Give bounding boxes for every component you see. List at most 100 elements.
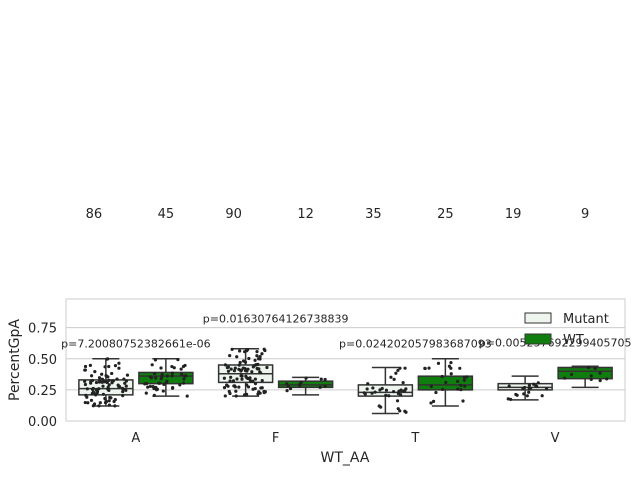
strip-point [462,378,466,382]
strip-point [536,381,540,385]
strip-point [117,361,121,365]
strip-point [304,376,308,380]
p-value-label: p=0.005257692299405705 [479,336,632,349]
strip-point [108,395,112,400]
strip-point [285,389,289,393]
strip-point [522,392,526,396]
strip-point [463,384,467,388]
strip-point [226,369,231,373]
strip-point [389,375,393,379]
strip-point [402,389,406,393]
strip-point [179,367,183,371]
strip-point [97,387,101,391]
strip-point [89,374,94,378]
strip-point [259,371,263,375]
strip-point [162,382,166,386]
sample-count: 90 [225,207,242,222]
strip-point [160,372,164,377]
strip-point [180,372,184,376]
strip-point [223,394,227,398]
strip-point [404,387,408,391]
strip-point [181,364,186,369]
strip-point [107,383,111,387]
strip-point [229,367,233,371]
x-tick-label: A [131,431,140,446]
strip-point [146,385,150,389]
strip-point [121,394,125,398]
sample-count: 19 [505,207,522,222]
strip-point [178,383,182,387]
strip-point [83,364,88,369]
strip-point [158,381,162,385]
strip-point [121,390,125,394]
strip-point [93,370,97,374]
strip-point [544,387,549,391]
strip-point [319,377,323,381]
strip-point [253,363,257,367]
strip-point [106,387,110,391]
strip-point [461,399,465,403]
strip-point [370,391,374,395]
strip-point [106,357,110,361]
strip-point [258,357,262,361]
strip-point [396,368,400,373]
strip-point [120,386,124,390]
legend-swatch-mutant [524,312,552,324]
sample-count: 86 [86,207,103,222]
legend-label-wt: WT [563,333,584,348]
strip-point [245,369,249,373]
strip-point [145,381,149,386]
strip-point [525,394,529,398]
strip-point [84,393,88,397]
strip-point [250,370,254,374]
strip-point [90,378,95,383]
strip-point [88,363,92,368]
strip-point [97,379,102,383]
strip-point [103,397,107,401]
strip-point [260,378,264,383]
strip-point [449,372,453,376]
strip-point [253,386,257,391]
strip-point [144,391,148,395]
strip-point [170,371,175,375]
strip-point [176,357,180,362]
strip-point [226,365,231,369]
strip-point [148,375,153,379]
strip-point [258,391,262,395]
strip-point [94,393,98,397]
strip-point [563,376,567,380]
strip-point [102,380,106,384]
strip-point [240,377,244,381]
y-axis-label: PercentGpA [7,319,23,401]
strip-point [263,348,267,353]
strip-point [257,367,261,371]
strip-point [101,392,106,396]
y-tick-label: 0.25 [28,384,57,399]
strip-point [429,384,433,388]
strip-point [115,377,119,381]
strip-point [159,366,163,370]
strip-point [262,390,266,395]
strip-point [247,356,251,361]
strip-point [182,377,186,381]
strip-point [222,376,226,380]
strip-point [323,384,327,388]
strip-point [589,374,593,378]
strip-points [83,347,609,414]
strip-point [107,403,112,407]
strip-point [83,379,87,384]
strip-point [384,388,389,392]
strip-point [423,366,427,371]
strip-point [226,384,230,388]
strip-point [124,388,128,392]
strip-point [104,374,108,378]
strip-point [366,382,370,386]
strip-point [185,394,189,398]
strip-point [94,380,99,385]
strip-point [399,388,403,392]
sample-count: 35 [365,207,382,222]
strip-point [394,371,398,375]
strip-point [288,386,293,391]
strip-point [107,378,111,383]
